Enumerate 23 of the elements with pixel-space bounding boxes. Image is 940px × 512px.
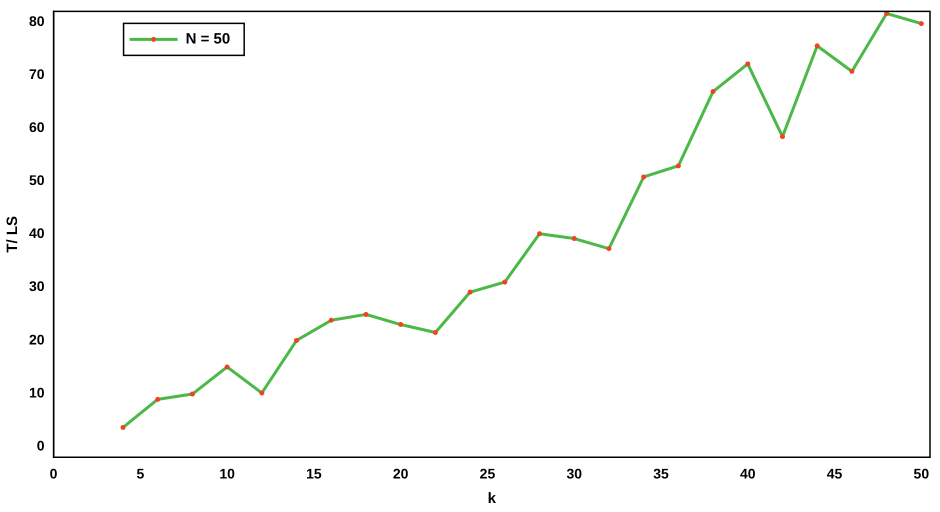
x-tick-label: 40 <box>740 465 756 482</box>
y-tick-label: 20 <box>28 331 45 348</box>
y-tick-label: 80 <box>28 12 45 29</box>
x-tick-label: 30 <box>566 465 582 482</box>
x-tick-label: 20 <box>392 465 409 482</box>
x-tick-label: 0 <box>50 465 58 482</box>
x-tick-label: 50 <box>914 465 930 482</box>
y-tick-label: 40 <box>28 225 45 242</box>
y-tick-label: 50 <box>28 172 45 188</box>
y-tick-label: 0 <box>36 437 45 454</box>
x-tick-label: 5 <box>136 465 144 482</box>
y-tick-label: 60 <box>28 119 45 136</box>
legend-label: N = 50 <box>186 30 230 48</box>
x-tick-label: 35 <box>653 465 669 482</box>
x-tick-label: 25 <box>480 465 496 482</box>
x-axis-title: k <box>488 490 497 508</box>
y-tick-label: 10 <box>28 384 45 400</box>
x-tick-label: 45 <box>826 465 843 482</box>
x-tick-label: 15 <box>306 465 322 482</box>
y-axis-title: T/ LS <box>4 216 22 253</box>
y-tick-label: 30 <box>28 278 45 294</box>
x-tick-label: 10 <box>219 465 236 482</box>
y-tick-label: 70 <box>28 66 45 82</box>
